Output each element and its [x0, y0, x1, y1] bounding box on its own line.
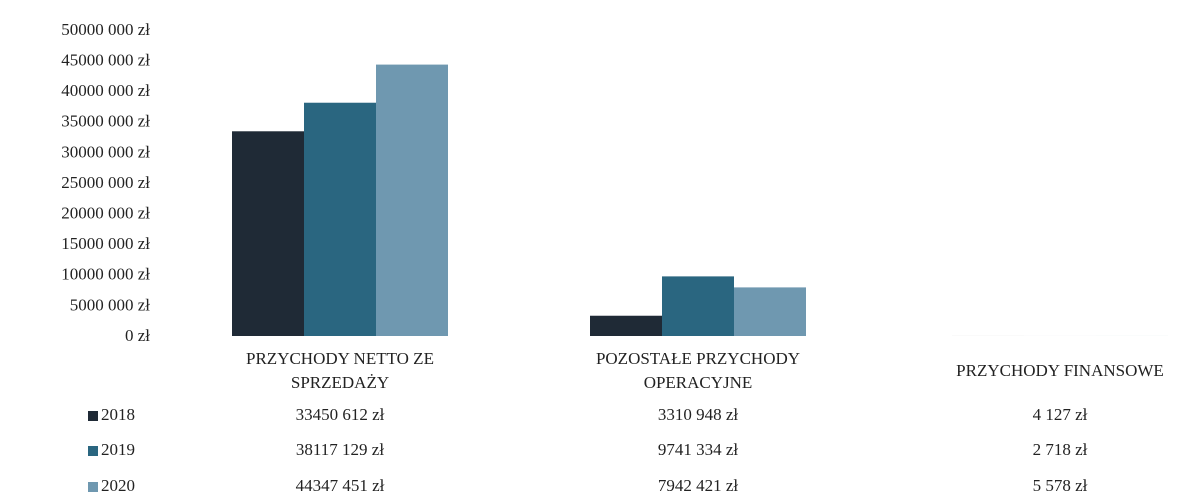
bar	[376, 64, 448, 336]
legend-label: 2018	[101, 405, 135, 424]
y-tick-label: 15000 000 zł	[61, 234, 150, 253]
legend-swatch	[88, 411, 98, 421]
bar	[304, 102, 376, 336]
table-value: 7942 421 zł	[658, 476, 739, 495]
legend-swatch	[88, 482, 98, 492]
table-value: 4 127 zł	[1033, 405, 1088, 424]
table-value: 9741 334 zł	[658, 440, 739, 459]
x-tick-label: PRZYCHODY NETTO ZE SPRZEDAŻY	[246, 349, 434, 392]
y-tick-label: 45000 000 zł	[61, 51, 150, 70]
bar	[232, 131, 304, 336]
bar	[662, 276, 734, 336]
table-value: 44347 451 zł	[296, 476, 385, 495]
bar	[590, 315, 662, 336]
y-tick-label: 0 zł	[125, 326, 150, 345]
bar	[734, 287, 806, 336]
y-tick-label: 20000 000 zł	[61, 204, 150, 223]
legend-swatch	[88, 446, 98, 456]
y-tick-label: 50000 000 zł	[61, 20, 150, 39]
legend-label: 2020	[101, 476, 135, 495]
y-tick-label: 5000 000 zł	[70, 295, 151, 314]
table-value: 5 578 zł	[1033, 476, 1088, 495]
table-value: 2 718 zł	[1033, 440, 1088, 459]
x-tick-label: PRZYCHODY FINANSOWE	[956, 361, 1164, 380]
y-tick-label: 35000 000 zł	[61, 112, 150, 131]
table-value: 33450 612 zł	[296, 405, 385, 424]
table-value: 38117 129 zł	[296, 440, 384, 459]
table-value: 3310 948 zł	[658, 405, 739, 424]
y-tick-label: 30000 000 zł	[61, 142, 150, 161]
y-tick-label: 10000 000 zł	[61, 265, 150, 284]
legend-label: 2019	[101, 440, 135, 459]
y-tick-label: 25000 000 zł	[61, 173, 150, 192]
x-tick-label: POZOSTAŁE PRZYCHODY OPERACYJNE	[595, 349, 801, 392]
y-tick-label: 40000 000 zł	[61, 81, 150, 100]
